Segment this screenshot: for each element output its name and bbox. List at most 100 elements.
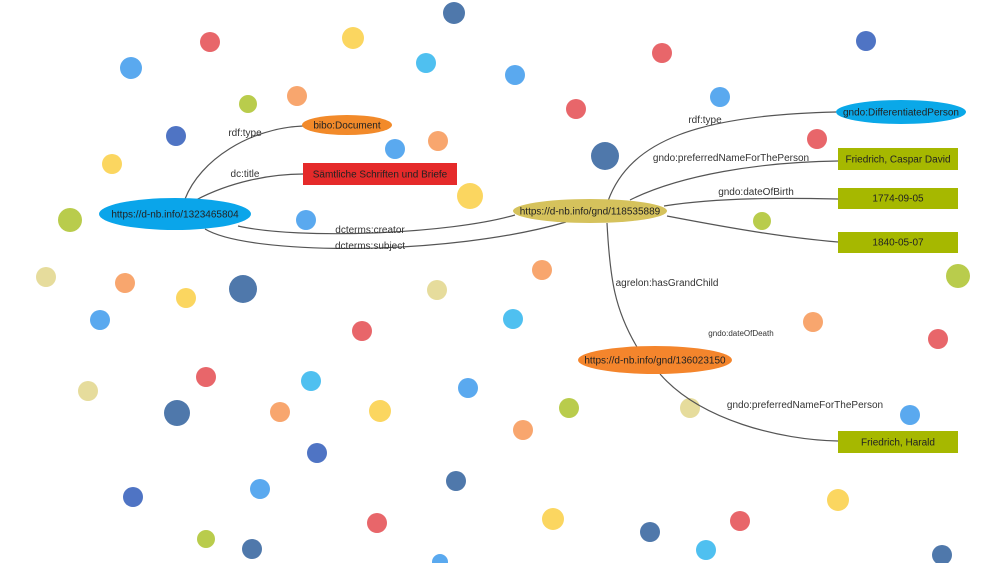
edge-subject bbox=[204, 221, 567, 250]
node-person-birth-label: 1774-09-05 bbox=[872, 194, 924, 205]
background-dot bbox=[242, 539, 262, 559]
background-dot bbox=[827, 489, 849, 511]
background-dot bbox=[680, 398, 700, 418]
background-dot bbox=[352, 321, 372, 341]
background-dot bbox=[807, 129, 827, 149]
edge-label-doc-type: rdf:type bbox=[228, 128, 262, 139]
background-dot bbox=[856, 31, 876, 51]
node-person-birth[interactable]: 1774-09-05 bbox=[838, 188, 958, 209]
background-dot bbox=[505, 65, 525, 85]
background-dot bbox=[120, 57, 142, 79]
background-dot bbox=[58, 208, 82, 232]
edge-creator bbox=[237, 214, 516, 235]
node-grandchild[interactable]: https://d-nb.info/gnd/136023150 bbox=[578, 346, 732, 374]
background-dot bbox=[102, 154, 122, 174]
background-dot bbox=[432, 554, 448, 563]
background-dot bbox=[532, 260, 552, 280]
edge-label-creator: dcterms:creator bbox=[335, 225, 405, 236]
background-dot bbox=[803, 312, 823, 332]
background-dot bbox=[458, 378, 478, 398]
background-dot bbox=[513, 420, 533, 440]
nodes: https://d-nb.info/1323465804 bibo:Docume… bbox=[99, 100, 966, 453]
background-dot bbox=[428, 131, 448, 151]
background-dot bbox=[90, 310, 110, 330]
edge-label-person-death: gndo:dateOfDeath bbox=[708, 329, 773, 338]
edge-label-person-type: rdf:type bbox=[688, 115, 722, 126]
edge-person-name bbox=[629, 160, 839, 201]
edge-label-person-birth: gndo:dateOfBirth bbox=[718, 187, 794, 198]
node-person[interactable]: https://d-nb.info/gnd/118535889 bbox=[513, 199, 667, 223]
background-dot bbox=[385, 139, 405, 159]
background-dot bbox=[640, 522, 660, 542]
background-dot bbox=[416, 53, 436, 73]
node-person-death-label: 1840-05-07 bbox=[872, 238, 924, 249]
edge-label-grandchild-name: gndo:preferredNameForThePerson bbox=[727, 400, 883, 411]
background-dot bbox=[36, 267, 56, 287]
node-doc-title-label: Sämtliche Schriften und Briefe bbox=[313, 170, 448, 181]
edge-label-grandchild: agrelon:hasGrandChild bbox=[616, 278, 719, 289]
background-dot bbox=[270, 402, 290, 422]
background-dot bbox=[730, 511, 750, 531]
background-dot bbox=[229, 275, 257, 303]
node-person-name[interactable]: Friedrich, Caspar David bbox=[838, 148, 958, 170]
edge-grandchild bbox=[606, 222, 638, 348]
node-doc-type[interactable]: bibo:Document bbox=[302, 115, 392, 135]
background-dot bbox=[427, 280, 447, 300]
edge-grandchild-name bbox=[659, 373, 839, 442]
edge-person-birth bbox=[663, 197, 839, 207]
background-dot bbox=[200, 32, 220, 52]
background-dot bbox=[928, 329, 948, 349]
node-doc[interactable]: https://d-nb.info/1323465804 bbox=[99, 198, 251, 230]
background-dot bbox=[946, 264, 970, 288]
background-dot bbox=[176, 288, 196, 308]
background-dot bbox=[301, 371, 321, 391]
background-dot bbox=[115, 273, 135, 293]
background-dot bbox=[443, 2, 465, 24]
edge-doc-title bbox=[195, 173, 304, 201]
node-grandchild-name[interactable]: Friedrich, Harald bbox=[838, 431, 958, 453]
edges bbox=[184, 111, 839, 442]
background-dot bbox=[900, 405, 920, 425]
background-dot bbox=[932, 545, 952, 563]
node-grandchild-name-label: Friedrich, Harald bbox=[861, 438, 935, 449]
node-person-death[interactable]: 1840-05-07 bbox=[838, 232, 958, 253]
background-dot bbox=[652, 43, 672, 63]
edge-person-type bbox=[607, 111, 837, 202]
background-dot bbox=[367, 513, 387, 533]
background-dots bbox=[36, 2, 970, 563]
edge-person-death bbox=[666, 215, 839, 243]
edge-label-doc-title: dc:title bbox=[231, 169, 260, 180]
background-dot bbox=[542, 508, 564, 530]
node-doc-type-label: bibo:Document bbox=[313, 121, 380, 132]
node-doc-title[interactable]: Sämtliche Schriften und Briefe bbox=[303, 163, 457, 185]
background-dot bbox=[753, 212, 771, 230]
background-dot bbox=[296, 210, 316, 230]
node-person-label: https://d-nb.info/gnd/118535889 bbox=[520, 207, 661, 218]
background-dot bbox=[446, 471, 466, 491]
background-dot bbox=[566, 99, 586, 119]
edge-label-person-name: gndo:preferredNameForThePerson bbox=[653, 153, 809, 164]
edge-label-subject: dcterms:subject bbox=[335, 241, 405, 252]
node-person-type-label: gndo:DifferentiatedPerson bbox=[843, 108, 959, 119]
background-dot bbox=[342, 27, 364, 49]
node-person-type[interactable]: gndo:DifferentiatedPerson bbox=[836, 100, 966, 124]
background-dot bbox=[164, 400, 190, 426]
background-dot bbox=[591, 142, 619, 170]
background-dot bbox=[287, 86, 307, 106]
node-doc-label: https://d-nb.info/1323465804 bbox=[111, 210, 239, 221]
background-dot bbox=[239, 95, 257, 113]
background-dot bbox=[369, 400, 391, 422]
background-dot bbox=[696, 540, 716, 560]
background-dot bbox=[196, 367, 216, 387]
background-dot bbox=[197, 530, 215, 548]
node-person-name-label: Friedrich, Caspar David bbox=[845, 155, 950, 166]
background-dot bbox=[78, 381, 98, 401]
background-dot bbox=[123, 487, 143, 507]
background-dot bbox=[559, 398, 579, 418]
background-dot bbox=[250, 479, 270, 499]
background-dot bbox=[710, 87, 730, 107]
edge-doc-type bbox=[184, 125, 304, 200]
node-grandchild-label: https://d-nb.info/gnd/136023150 bbox=[584, 356, 726, 367]
background-dot bbox=[457, 183, 483, 209]
